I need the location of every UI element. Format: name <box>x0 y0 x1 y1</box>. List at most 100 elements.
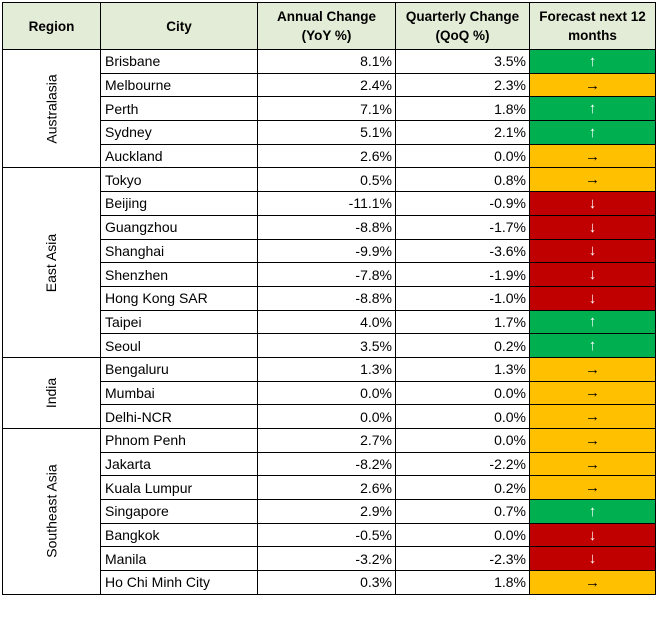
quarterly-change-cell: 0.0% <box>395 522 530 548</box>
table-row: Delhi-NCR 0.0% 0.0% → <box>3 404 656 429</box>
city-cell: Delhi-NCR <box>100 404 258 429</box>
quarterly-change-cell: 0.7% <box>395 499 530 524</box>
table-row: Mumbai 0.0% 0.0% → <box>3 380 656 406</box>
annual-change-cell: -11.1% <box>257 191 396 216</box>
forecast-arrow-icon: → <box>529 167 656 193</box>
forecast-arrow-icon: ↓ <box>529 262 656 287</box>
city-cell: Auckland <box>100 143 258 169</box>
region-cell: Australasia <box>2 48 101 169</box>
annual-change-cell: 2.6% <box>257 143 396 169</box>
region-label: Australasia <box>43 74 60 144</box>
forecast-arrow-icon: → <box>529 451 656 477</box>
header-quarterly-change: Quarterly Change (QoQ %) <box>395 2 530 50</box>
annual-change-cell: 8.1% <box>257 49 396 74</box>
city-cell: Kuala Lumpur <box>100 475 258 501</box>
quarterly-change-cell: -2.3% <box>395 546 530 572</box>
forecast-arrow-icon: ↓ <box>529 191 656 216</box>
annual-change-cell: -8.8% <box>257 285 396 311</box>
table-row: Sydney 5.1% 2.1% ↑ <box>3 120 656 145</box>
header-annual-change: Annual Change (YoY %) <box>257 2 396 50</box>
city-cell: Manila <box>100 546 258 572</box>
annual-change-cell: 0.3% <box>257 570 396 595</box>
annual-change-cell: 7.1% <box>257 96 396 122</box>
city-cell: Tokyo <box>100 167 258 193</box>
header-row: Region City Annual Change (YoY %) Quarter… <box>2 2 656 50</box>
region-cell: India <box>2 356 101 430</box>
table-row: Singapore 2.9% 0.7% ↑ <box>3 499 656 524</box>
annual-change-cell: 4.0% <box>257 309 396 335</box>
forecast-arrow-icon: ↑ <box>529 49 656 74</box>
forecast-arrow-icon: ↓ <box>529 214 656 240</box>
table-row: Jakarta -8.2% -2.2% → <box>3 451 656 477</box>
table-row: Seoul 3.5% 0.2% ↑ <box>3 333 656 358</box>
annual-change-cell: 3.5% <box>257 333 396 358</box>
city-cell: Phnom Penh <box>100 428 258 453</box>
table-row: Australasia Brisbane 8.1% 3.5% ↑ <box>2 48 656 169</box>
region-label: India <box>43 377 60 409</box>
forecast-arrow-icon: → <box>529 404 656 429</box>
quarterly-change-cell: 0.2% <box>395 333 530 358</box>
annual-change-cell: 2.7% <box>257 428 396 453</box>
annual-change-cell: 0.0% <box>257 380 396 406</box>
quarterly-change-cell: 0.2% <box>395 475 530 501</box>
quarterly-change-cell: 2.1% <box>395 120 530 145</box>
forecast-arrow-icon: ↑ <box>529 499 656 524</box>
forecast-arrow-icon: → <box>529 356 656 382</box>
quarterly-change-cell: 3.5% <box>395 49 530 74</box>
city-cell: Perth <box>100 96 258 122</box>
annual-change-cell: -8.8% <box>257 214 396 240</box>
city-cell: Ho Chi Minh City <box>100 570 258 595</box>
quarterly-change-cell: -1.7% <box>395 214 530 240</box>
city-cell: Shanghai <box>100 238 258 264</box>
header-forecast: Forecast next 12 months <box>529 2 656 50</box>
quarterly-change-cell: 1.8% <box>395 570 530 595</box>
annual-change-cell: -9.9% <box>257 238 396 264</box>
forecast-arrow-icon: ↑ <box>529 309 656 335</box>
quarterly-change-cell: -2.2% <box>395 451 530 477</box>
header-annual-line1: Annual Change <box>276 9 376 24</box>
city-cell: Seoul <box>100 333 258 358</box>
city-cell: Beijing <box>100 191 258 216</box>
forecast-arrow-icon: ↓ <box>529 238 656 264</box>
forecast-arrow-icon: → <box>529 475 656 501</box>
forecast-arrow-icon: ↓ <box>529 546 656 572</box>
city-cell: Mumbai <box>100 380 258 406</box>
quarterly-change-cell: 1.7% <box>395 309 530 335</box>
header-forecast-line2: months <box>568 28 617 43</box>
quarterly-change-cell: -3.6% <box>395 238 530 264</box>
quarterly-change-cell: 0.0% <box>395 380 530 406</box>
forecast-arrow-icon: ↓ <box>529 285 656 311</box>
quarterly-change-cell: 1.3% <box>395 356 530 382</box>
header-city: City <box>100 2 258 50</box>
city-cell: Bangkok <box>100 522 258 548</box>
region-label: Southeast Asia <box>43 464 60 559</box>
table-body: Australasia Brisbane 8.1% 3.5% ↑ Melbourne 2.4… <box>2 48 656 595</box>
annual-change-cell: 1.3% <box>257 356 396 382</box>
city-cell: Taipei <box>100 309 258 335</box>
city-cell: Melbourne <box>100 72 258 98</box>
table-row: Ho Chi Minh City 0.3% 1.8% → <box>3 570 656 595</box>
header-annual-line2: (YoY %) <box>301 28 352 43</box>
forecast-arrow-icon: → <box>529 428 656 453</box>
table-row: Kuala Lumpur 2.6% 0.2% → <box>3 475 656 501</box>
quarterly-change-cell: 0.0% <box>395 428 530 453</box>
header-quarterly-line1: Quarterly Change <box>405 9 520 24</box>
region-label: East Asia <box>43 233 60 292</box>
quarterly-change-cell: -1.9% <box>395 262 530 287</box>
annual-change-cell: 0.0% <box>257 404 396 429</box>
table-header: Region City Annual Change (YoY %) Quarter… <box>2 2 656 50</box>
city-cell: Sydney <box>100 120 258 145</box>
annual-change-cell: -3.2% <box>257 546 396 572</box>
city-cell: Guangzhou <box>100 214 258 240</box>
quarterly-change-cell: -1.0% <box>395 285 530 311</box>
quarterly-change-cell: 0.0% <box>395 404 530 429</box>
city-price-table: Region City Annual Change (YoY %) Quarter… <box>2 2 656 595</box>
forecast-arrow-icon: ↑ <box>529 96 656 122</box>
annual-change-cell: 2.4% <box>257 72 396 98</box>
quarterly-change-cell: -0.9% <box>395 191 530 216</box>
table-row: Beijing -11.1% -0.9% ↓ <box>3 191 656 216</box>
table-row: Guangzhou -8.8% -1.7% ↓ <box>3 214 656 240</box>
city-cell: Hong Kong SAR <box>100 285 258 311</box>
annual-change-cell: -8.2% <box>257 451 396 477</box>
table-row: Melbourne 2.4% 2.3% → <box>3 72 656 98</box>
